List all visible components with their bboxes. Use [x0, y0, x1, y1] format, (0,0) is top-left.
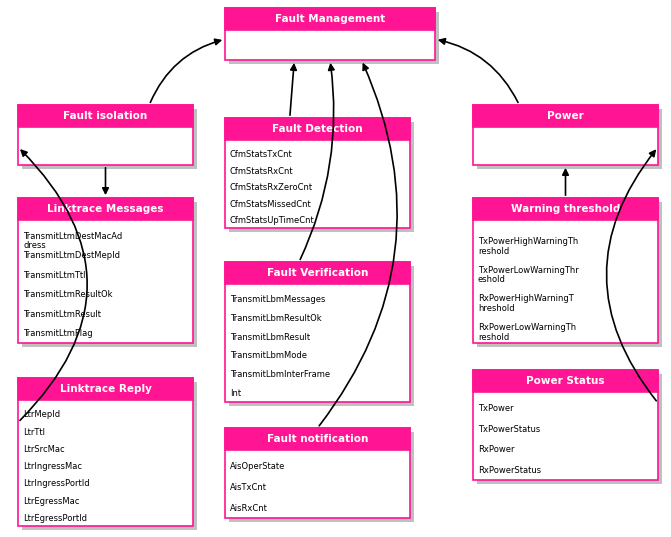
Text: CfmStatsMissedCnt: CfmStatsMissedCnt: [230, 200, 312, 209]
Polygon shape: [225, 118, 410, 140]
Text: AisRxCnt: AisRxCnt: [230, 504, 268, 513]
Text: LtrMepId: LtrMepId: [23, 410, 60, 419]
Polygon shape: [477, 109, 662, 169]
Text: TxPowerLowWarningThr
eshold: TxPowerLowWarningThr eshold: [478, 266, 579, 285]
Text: Power: Power: [547, 111, 584, 121]
Polygon shape: [18, 378, 193, 400]
Text: Fault Detection: Fault Detection: [272, 124, 363, 134]
Polygon shape: [229, 12, 439, 64]
Text: Fault Management: Fault Management: [275, 14, 385, 24]
Text: TransmitLtmResult: TransmitLtmResult: [23, 310, 101, 319]
Text: TxPower: TxPower: [478, 404, 513, 413]
Polygon shape: [18, 198, 193, 343]
Text: CfmStatsRxZeroCnt: CfmStatsRxZeroCnt: [230, 183, 313, 192]
Polygon shape: [22, 109, 197, 169]
Text: Fault notification: Fault notification: [267, 434, 368, 444]
Text: TxPowerHighWarningTh
reshold: TxPowerHighWarningTh reshold: [478, 237, 578, 256]
Polygon shape: [22, 202, 197, 347]
Polygon shape: [229, 266, 414, 406]
Text: LtrIngressPortId: LtrIngressPortId: [23, 480, 90, 488]
Text: TransmitLbmInterFrame: TransmitLbmInterFrame: [230, 370, 330, 379]
Polygon shape: [225, 262, 410, 284]
Polygon shape: [473, 370, 658, 480]
Text: CfmStatsTxCnt: CfmStatsTxCnt: [230, 150, 293, 159]
Text: TransmitLtmDestMepId: TransmitLtmDestMepId: [23, 251, 120, 260]
Text: TransmitLbmMode: TransmitLbmMode: [230, 351, 307, 360]
Text: CfmStatsRxCnt: CfmStatsRxCnt: [230, 166, 294, 176]
Text: CfmStatsUpTimeCnt: CfmStatsUpTimeCnt: [230, 216, 315, 226]
Polygon shape: [18, 105, 193, 165]
Polygon shape: [18, 198, 193, 220]
Text: Fault Verification: Fault Verification: [267, 268, 368, 278]
Text: TransmitLtmResultOk: TransmitLtmResultOk: [23, 291, 113, 299]
Text: LtrEgressPortId: LtrEgressPortId: [23, 514, 87, 523]
Text: RxPowerHighWarningT
hreshold: RxPowerHighWarningT hreshold: [478, 294, 574, 313]
Polygon shape: [225, 428, 410, 450]
Polygon shape: [229, 432, 414, 522]
Polygon shape: [473, 105, 658, 127]
Text: RxPowerStatus: RxPowerStatus: [478, 466, 541, 475]
Text: TransmitLtmFlag: TransmitLtmFlag: [23, 329, 93, 338]
Text: TransmitLtmTtl: TransmitLtmTtl: [23, 271, 85, 280]
Polygon shape: [225, 8, 435, 30]
Text: TransmitLtmDestMacAd
dress: TransmitLtmDestMacAd dress: [23, 231, 122, 250]
Text: Int: Int: [230, 389, 241, 398]
Text: TxPowerStatus: TxPowerStatus: [478, 425, 540, 434]
Polygon shape: [473, 198, 658, 220]
Text: Warning threshold: Warning threshold: [511, 204, 620, 214]
Polygon shape: [473, 198, 658, 343]
Text: TransmitLbmResult: TransmitLbmResult: [230, 333, 310, 342]
Text: Linktrace Messages: Linktrace Messages: [47, 204, 164, 214]
Text: LtrSrcMac: LtrSrcMac: [23, 445, 64, 454]
Polygon shape: [477, 202, 662, 347]
Polygon shape: [473, 105, 658, 165]
Text: AisOperState: AisOperState: [230, 462, 285, 471]
Text: TransmitLbmResultOk: TransmitLbmResultOk: [230, 314, 321, 323]
Text: LtrTtl: LtrTtl: [23, 427, 45, 437]
Polygon shape: [225, 118, 410, 228]
Polygon shape: [18, 378, 193, 526]
Text: RxPower: RxPower: [478, 445, 515, 454]
Polygon shape: [22, 382, 197, 530]
Text: Linktrace Reply: Linktrace Reply: [60, 384, 152, 394]
Polygon shape: [225, 428, 410, 518]
Polygon shape: [225, 8, 435, 60]
Polygon shape: [18, 105, 193, 127]
Text: RxPowerLowWarningTh
reshold: RxPowerLowWarningTh reshold: [478, 323, 576, 342]
Polygon shape: [229, 122, 414, 232]
Text: LtrIngressMac: LtrIngressMac: [23, 462, 82, 471]
Polygon shape: [477, 374, 662, 484]
Text: TransmitLbmMessages: TransmitLbmMessages: [230, 295, 325, 304]
Text: AisTxCnt: AisTxCnt: [230, 483, 267, 492]
Text: Power Status: Power Status: [526, 376, 605, 386]
Text: LtrEgressMac: LtrEgressMac: [23, 497, 79, 506]
Polygon shape: [473, 370, 658, 392]
Text: Fault isolation: Fault isolation: [63, 111, 148, 121]
Polygon shape: [225, 262, 410, 402]
